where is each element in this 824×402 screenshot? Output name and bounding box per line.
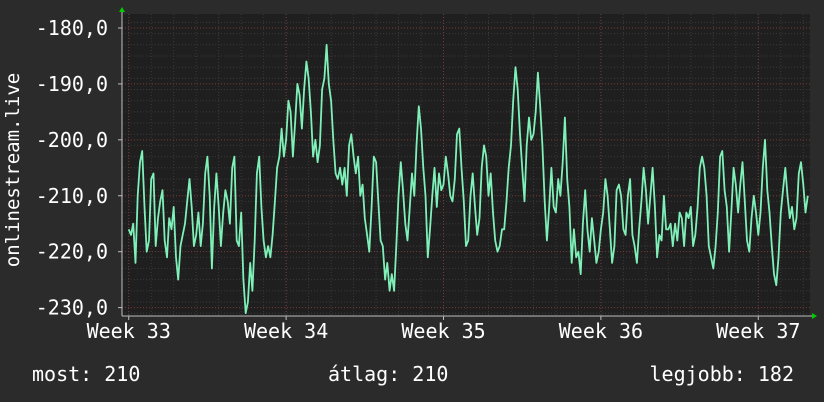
minor-grid (122, 14, 810, 316)
y-tick-label: -180,0 (36, 16, 108, 40)
axes (119, 7, 817, 319)
y-axis-label-container: onlinestream.live (2, 60, 24, 280)
y-tick-label: -230,0 (36, 296, 108, 320)
x-tick-labels: Week 33 Week 34 Week 35 Week 36 Week 37 (87, 319, 801, 343)
y-tick-label: -210,0 (36, 184, 108, 208)
x-axis-arrow-icon (812, 313, 817, 319)
x-tick-label: Week 35 (401, 319, 485, 343)
stat-best: legjobb: 182 (649, 362, 795, 386)
y-axis-arrow-icon (119, 7, 125, 12)
x-tick-label: Week 34 (244, 319, 328, 343)
x-tick-label: Week 36 (559, 319, 643, 343)
y-tick-label: -190,0 (36, 72, 108, 96)
stat-current: most: 210 (32, 362, 141, 386)
y-tick-labels: -180,0 -190,0 -200,0 -210,0 -220,0 -230,0 (36, 16, 108, 320)
stat-average: átlag: 210 (328, 362, 449, 386)
y-tick-label: -200,0 (36, 128, 108, 152)
y-tick-label: -220,0 (36, 240, 108, 264)
major-grid (118, 14, 810, 320)
x-tick-label: Week 37 (716, 319, 800, 343)
y-axis-label: onlinestream.live (2, 72, 24, 268)
series-line (127, 43, 809, 315)
series-layer (127, 43, 809, 315)
x-tick-label: Week 33 (87, 319, 171, 343)
